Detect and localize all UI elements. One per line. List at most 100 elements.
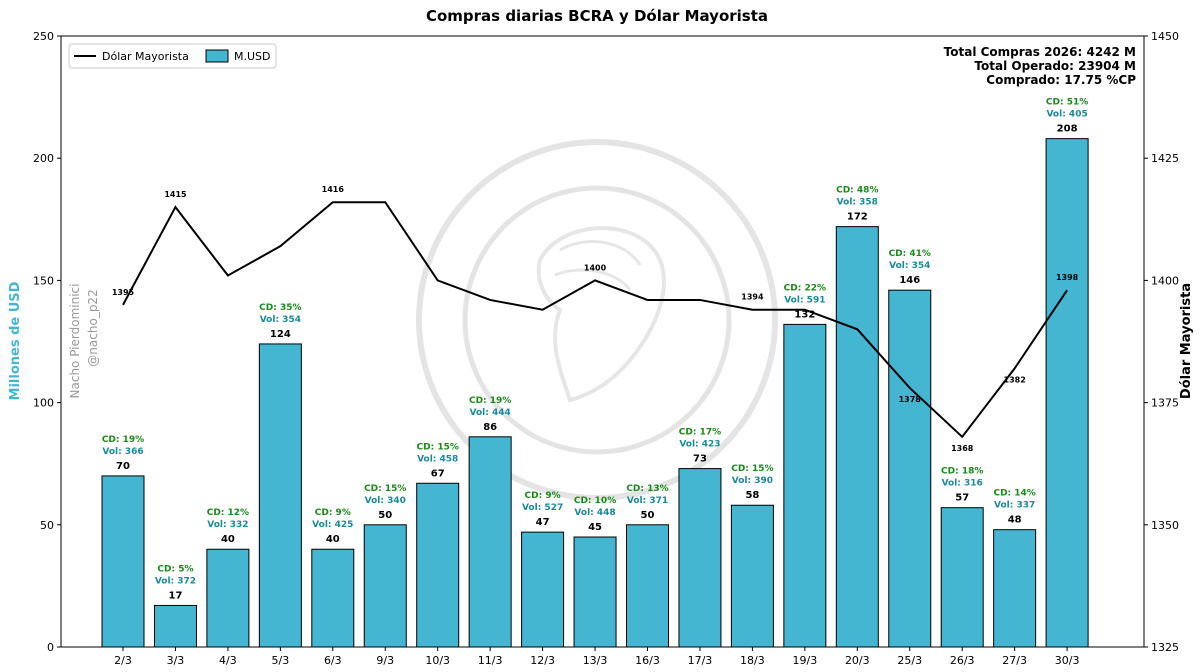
right-tick-label: 1325 [1151, 641, 1179, 654]
bar [888, 289, 932, 648]
summary-total-operado: Total Operado: 23904 M [974, 59, 1136, 73]
x-tick-label: 11/3 [478, 654, 503, 667]
x-tick-label: 19/3 [792, 654, 817, 667]
line-value-label: 1398 [1056, 273, 1079, 282]
right-tick-label: 1350 [1151, 519, 1179, 532]
right-tick-label: 1375 [1151, 397, 1179, 410]
bar-cd-label: CD: 41% [889, 249, 931, 259]
left-tick-label: 250 [33, 30, 54, 43]
left-tick-label: 200 [33, 152, 54, 165]
bar-vol-label: Vol: 340 [365, 496, 406, 506]
bar [835, 226, 879, 648]
line-path [122, 201, 1068, 439]
bar-value-label: 86 [483, 422, 497, 433]
bar-cd-label: CD: 22% [784, 283, 826, 293]
bar [521, 531, 565, 648]
bar-cd-label: CD: 15% [364, 484, 406, 494]
bar-cd-label: CD: 10% [574, 496, 616, 506]
bar-cd-label: CD: 35% [259, 303, 301, 313]
line-value-label: 1416 [322, 185, 345, 194]
legend-line-label: Dólar Mayorista [102, 50, 189, 63]
x-tick-label: 13/3 [583, 654, 608, 667]
left-tick-label: 50 [40, 519, 54, 532]
bar-value-label: 208 [1057, 124, 1078, 135]
bar-vol-label: Vol: 423 [679, 440, 720, 450]
x-tick-label: 2/3 [114, 654, 132, 667]
right-tick-label: 1450 [1151, 30, 1179, 43]
x-tick-label: 5/3 [271, 654, 289, 667]
bar [783, 323, 827, 648]
bar [730, 504, 774, 648]
bar-value-label: 172 [847, 212, 868, 223]
bar-series [101, 138, 1089, 648]
bar [311, 548, 355, 648]
line-value-label: 1368 [951, 444, 974, 453]
bar-value-label: 48 [1008, 515, 1022, 526]
bar-value-label: 47 [536, 517, 550, 528]
bar-vol-label: Vol: 366 [102, 447, 143, 457]
bar-labels: 70 Vol: 366 CD: 19% 17 Vol: 372 CD: 5% 40 Vol: … [102, 98, 1088, 602]
line-value-label: 1395 [112, 288, 135, 297]
bar-cd-label: CD: 51% [1046, 98, 1088, 108]
bar-vol-label: Vol: 448 [574, 508, 615, 518]
bar-vol-label: Vol: 372 [155, 576, 196, 586]
legend-bar-swatch [205, 49, 229, 63]
bar [258, 343, 302, 648]
x-tick-label: 16/3 [635, 654, 660, 667]
bar-cd-label: CD: 15% [417, 442, 459, 452]
bar-cd-label: CD: 15% [731, 464, 773, 474]
left-axis-label: Millones de USD [8, 281, 23, 400]
left-tick-label: 150 [33, 274, 54, 287]
bar-value-label: 124 [270, 329, 291, 340]
credit-handle: @nacho_p22 [86, 289, 100, 366]
bar [573, 536, 617, 648]
x-tick-label: 30/3 [1055, 654, 1080, 667]
x-axis-ticks: 2/3 3/3 4/3 5/3 6/3 9/3 10/3 11/3 12/3 13/3 16/3 17… [114, 647, 1079, 667]
summary-comprado: Comprado: 17.75 %CP [986, 73, 1136, 87]
bar-vol-label: Vol: 354 [260, 315, 301, 325]
bar [993, 529, 1037, 648]
bar-vol-label: Vol: 527 [522, 503, 563, 513]
bar-value-label: 70 [116, 461, 130, 472]
bar [626, 524, 669, 648]
x-tick-label: 9/3 [376, 654, 394, 667]
credit-name: Nacho Pierdominici [68, 284, 82, 399]
bar-cd-label: CD: 9% [315, 508, 351, 518]
bar-vol-label: Vol: 358 [837, 198, 878, 208]
bar-value-label: 73 [693, 454, 707, 465]
bar-vol-label: Vol: 371 [627, 496, 668, 506]
left-axis-ticks: 0 50 100 150 200 250 [33, 30, 61, 654]
summary-total-compras: Total Compras 2026: 4242 M [944, 45, 1136, 59]
line-value-label: 1415 [164, 190, 187, 199]
bar [101, 475, 145, 648]
left-tick-label: 100 [33, 397, 54, 410]
summary-box: Total Compras 2026: 4242 M Total Operado… [944, 45, 1137, 87]
bar-value-label: 40 [221, 534, 235, 545]
bar-cd-label: CD: 18% [941, 467, 983, 477]
line-value-label: 1378 [899, 395, 922, 404]
x-tick-label: 18/3 [740, 654, 765, 667]
x-tick-label: 17/3 [688, 654, 713, 667]
right-axis-label: Dólar Mayorista [1179, 283, 1194, 399]
legend: Dólar Mayorista M.USD [68, 43, 277, 69]
bar [678, 468, 722, 648]
bar-vol-label: Vol: 390 [732, 476, 773, 486]
bar-value-label: 45 [588, 522, 602, 533]
bar-value-label: 146 [899, 275, 920, 286]
bar-cd-label: CD: 19% [469, 396, 511, 406]
bar-value-label: 17 [168, 590, 182, 601]
x-tick-label: 25/3 [897, 654, 922, 667]
x-tick-label: 10/3 [425, 654, 450, 667]
bar-vol-label: Vol: 337 [994, 501, 1035, 511]
line-value-label: 1394 [741, 293, 764, 302]
bar [206, 548, 250, 648]
bar-value-label: 67 [431, 468, 445, 479]
bar-value-label: 50 [378, 510, 392, 521]
right-tick-label: 1425 [1151, 152, 1179, 165]
bar-value-label: 58 [745, 490, 759, 501]
bar [153, 604, 197, 648]
right-axis-ticks: 1325 1350 1375 1400 1425 1450 [1144, 30, 1179, 654]
bar-cd-label: CD: 12% [207, 508, 249, 518]
x-tick-label: 20/3 [845, 654, 870, 667]
